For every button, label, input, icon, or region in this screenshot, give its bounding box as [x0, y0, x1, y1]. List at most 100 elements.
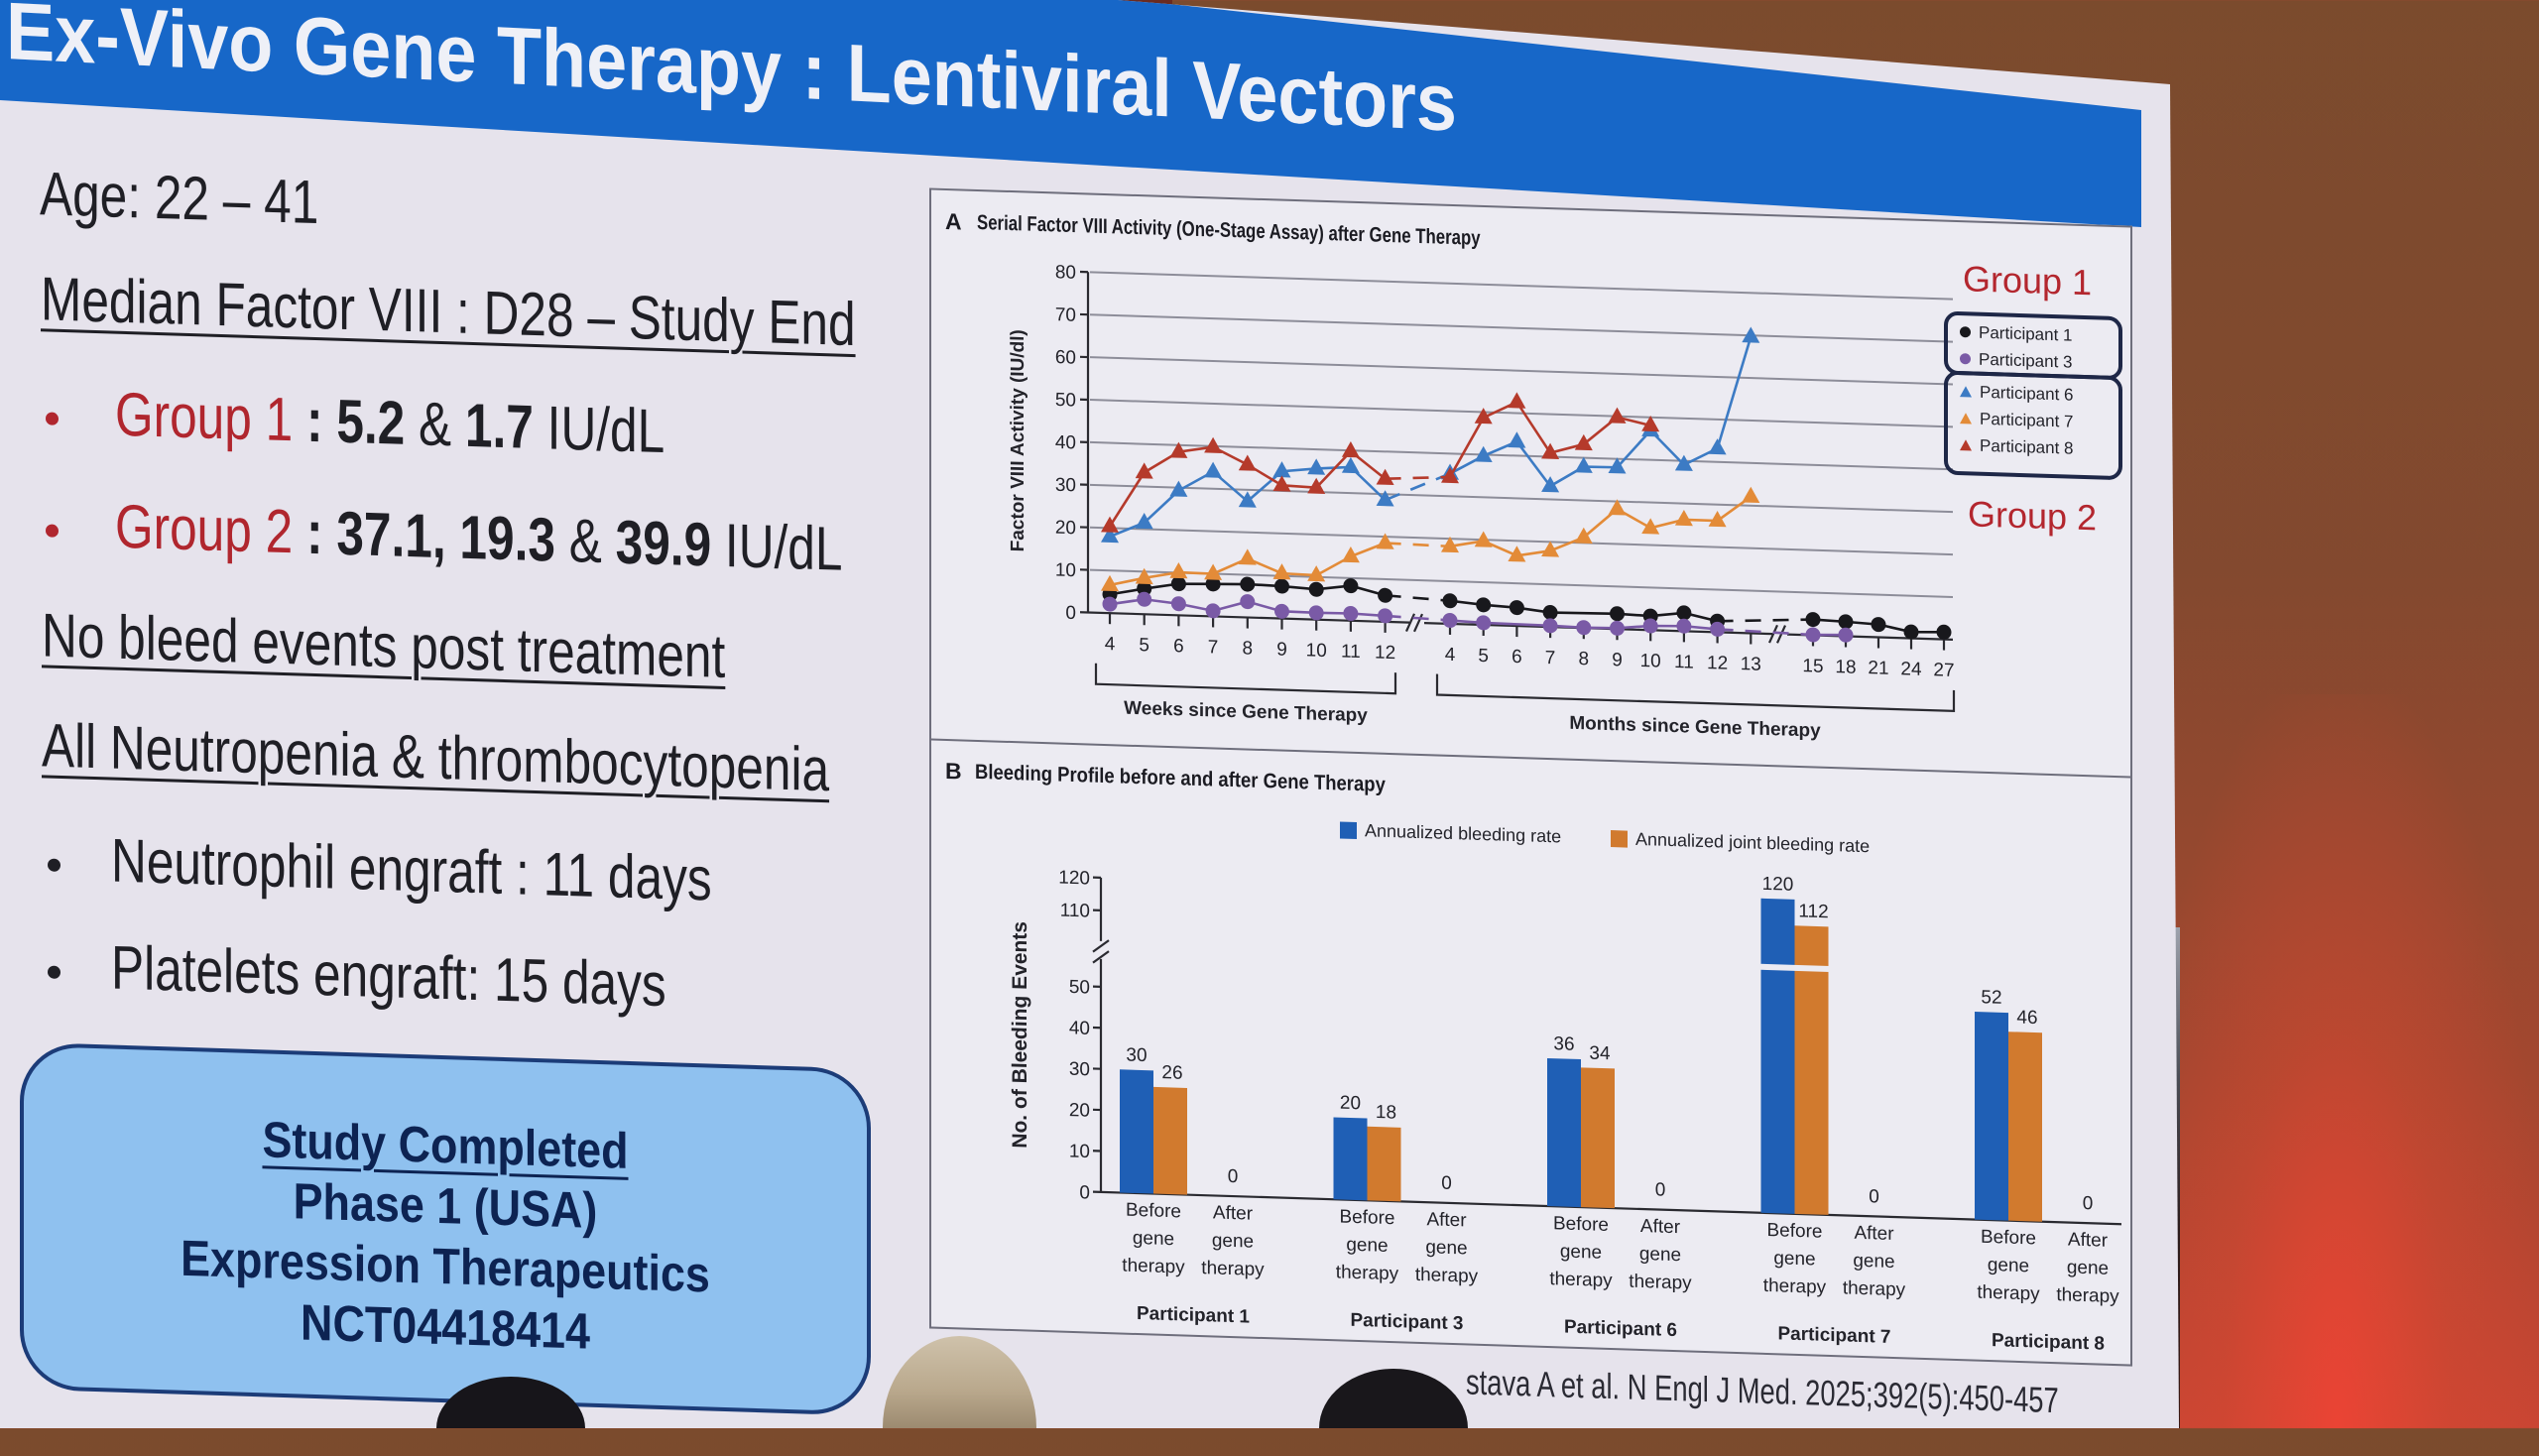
after-value-label: 0: [1228, 1166, 1239, 1187]
data-point: [1343, 578, 1358, 593]
y-tick-label: 10: [1055, 560, 1076, 582]
x-sublabel-before: Before: [1340, 1206, 1395, 1229]
x-tick-label: 24: [1900, 659, 1922, 680]
group1-value-1: 5.2: [336, 388, 405, 458]
x-sublabel-before: gene: [1346, 1235, 1388, 1257]
x-sublabel-after: After: [2068, 1230, 2109, 1252]
bar: [1120, 1069, 1153, 1193]
data-point: [1443, 613, 1458, 628]
y-axis-label: No. of Bleeding Events: [1009, 921, 1031, 1149]
bar-value-label: 26: [1161, 1062, 1182, 1084]
ampersand: &: [555, 507, 616, 577]
x-sublabel-after: gene: [1212, 1230, 1254, 1252]
y-tick-label: 30: [1069, 1059, 1090, 1081]
triangle-marker-icon: [1960, 413, 1972, 424]
x-sublabel-before: Before: [1767, 1220, 1823, 1243]
data-point: [1543, 605, 1558, 620]
x-sublabel-after: After: [1854, 1223, 1894, 1245]
data-point: [1309, 582, 1324, 597]
data-point: [1575, 456, 1593, 473]
bar: [1581, 1067, 1615, 1208]
x-tick-label: 4: [1105, 634, 1116, 655]
unit: IU/dL: [534, 394, 665, 466]
x-sublabel-after: After: [1640, 1216, 1681, 1238]
series-break-connector: [1718, 617, 1813, 625]
stage-light-glow: [2172, 694, 2539, 1428]
series-participant-3: [1103, 590, 1854, 644]
x-sublabel-before: therapy: [1122, 1256, 1185, 1278]
y-tick-label: 30: [1055, 475, 1076, 497]
after-value-label: 0: [1869, 1186, 1879, 1207]
data-point: [1274, 578, 1289, 593]
median-factor-heading: Median Factor VIII : D28 – Study End: [41, 265, 856, 360]
x-sublabel-after: therapy: [1415, 1265, 1479, 1287]
bar-group: 30260BeforegenetherapyAftergenetherapyPa…: [1120, 1044, 1265, 1328]
bar-value-label: 20: [1340, 1093, 1361, 1115]
data-point: [1508, 431, 1525, 448]
triangle-marker-icon: [1960, 386, 1972, 397]
data-point: [1239, 491, 1257, 508]
group2-value-3: 39.9: [616, 509, 712, 580]
x-tick-label: 7: [1208, 637, 1219, 658]
group1-result: Group 1 : 5.2 & 1.7 IU/dL: [115, 381, 665, 467]
legend-group-label: Group 1: [1963, 258, 2092, 303]
data-point: [1239, 548, 1257, 565]
data-point: [1171, 596, 1186, 611]
group2-result: Group 2 : 37.1, 19.3 & 39.9 IU/dL: [115, 493, 842, 585]
series-break-connector: [1386, 616, 1450, 621]
group1-label: Group 1: [115, 381, 293, 455]
group2-label: Group 2: [115, 493, 293, 567]
unit: IU/dL: [711, 512, 842, 584]
y-tick-label: 120: [1058, 868, 1090, 890]
x-sublabel-after: gene: [2067, 1257, 2109, 1278]
legend-label: Participant 8: [1980, 435, 2074, 458]
y-tick-label: 60: [1055, 347, 1076, 369]
data-point: [1543, 618, 1558, 633]
bar: [1761, 899, 1795, 1214]
participant-label: Participant 8: [1992, 1330, 2105, 1355]
y-tick-label: 20: [1069, 1100, 1090, 1122]
data-point: [1204, 461, 1222, 478]
age-range: Age: 22 – 41: [40, 160, 318, 238]
data-point: [1377, 533, 1394, 549]
data-point: [1742, 486, 1759, 503]
bar-value-label: 112: [1798, 901, 1828, 922]
data-point: [1274, 604, 1289, 619]
bar-group: 52460BeforegenetherapyAftergenetherapyPa…: [1975, 987, 2119, 1355]
legend-group-2-box: Participant 6 Participant 7 Participant …: [1944, 371, 2122, 481]
data-point: [1610, 621, 1625, 636]
x-sublabel-before: Before: [1553, 1213, 1609, 1236]
data-point: [1309, 605, 1324, 620]
ampersand: &: [405, 390, 465, 460]
data-point: [1343, 606, 1358, 621]
slide-body: Age: 22 – 41 Median Factor VIII : D28 – …: [0, 0, 2142, 1416]
data-point: [1171, 576, 1186, 591]
data-point: [1806, 612, 1821, 627]
y-tick-label: 20: [1055, 518, 1076, 540]
y-tick-label: 80: [1055, 262, 1076, 284]
y-tick-label: 50: [1069, 977, 1090, 999]
x-tick-label: 8: [1579, 649, 1590, 669]
bar-value-label: 30: [1126, 1044, 1147, 1066]
data-point: [1675, 510, 1693, 527]
panel-a-letter: A: [945, 208, 962, 236]
bar: [1975, 1012, 2008, 1221]
separator: :: [293, 498, 336, 567]
legend-label: Participant 3: [1979, 349, 2073, 372]
data-point: [1575, 434, 1593, 451]
bullet-icon: [48, 859, 60, 872]
bar: [1334, 1117, 1368, 1200]
x-tick-label: 6: [1173, 636, 1184, 657]
after-value-label: 0: [1441, 1173, 1452, 1194]
gridline: [1090, 314, 1953, 341]
y-tick-label: 10: [1069, 1141, 1090, 1162]
data-point: [1443, 593, 1458, 608]
x-sublabel-after: therapy: [2056, 1284, 2119, 1307]
triangle-marker-icon: [1960, 439, 1972, 450]
data-point: [1610, 606, 1625, 621]
gridline: [1090, 485, 1953, 512]
